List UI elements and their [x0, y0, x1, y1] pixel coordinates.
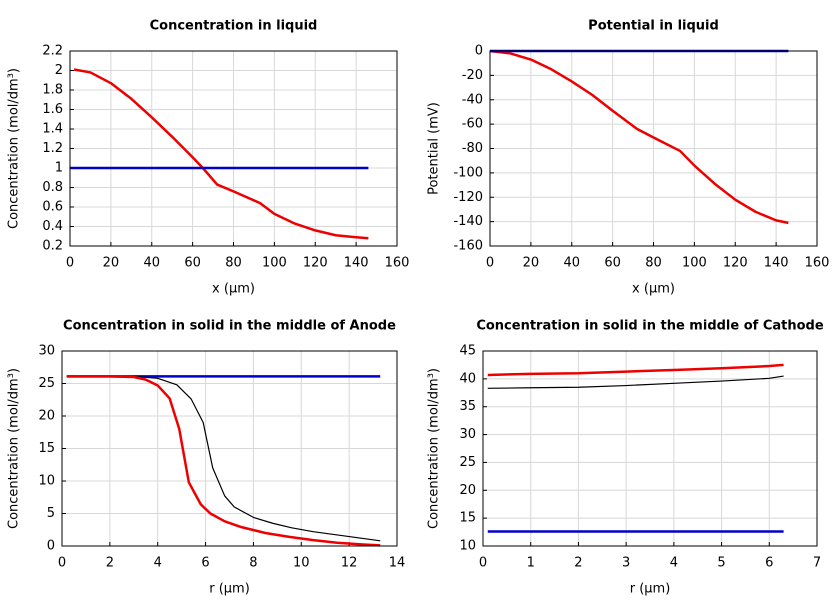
x-tick-label: 80	[645, 256, 662, 271]
x-axis-label: r (µm)	[630, 582, 671, 597]
plot-frame	[482, 350, 818, 547]
chart-title: Concentration in liquid	[150, 19, 318, 34]
y-tick-label: 10	[38, 474, 55, 489]
x-axis-label: x (µm)	[212, 282, 255, 297]
y-tick-label: -20	[462, 68, 483, 83]
y-tick-label: 0	[47, 539, 55, 554]
x-tick-label: 100	[682, 256, 707, 271]
y-tick-label: 30	[459, 427, 476, 442]
y-tick-label: 1.6	[42, 102, 63, 117]
x-tick-label: 4	[154, 556, 162, 571]
y-tick-label: -60	[462, 117, 483, 132]
x-tick-label: 20	[523, 256, 540, 271]
y-tick-label: 1.2	[42, 141, 63, 156]
y-tick-label: 45	[459, 344, 476, 359]
data-line	[487, 375, 784, 389]
y-tick-label: 20	[38, 409, 55, 424]
y-tick-label: 2	[55, 63, 63, 78]
x-tick-label: 40	[563, 256, 580, 271]
y-tick-label: 30	[38, 344, 55, 359]
x-tick-label: 4	[670, 556, 678, 571]
x-tick-label: 100	[262, 256, 287, 271]
x-tick-label: 0	[486, 256, 494, 271]
y-tick-label: 25	[459, 455, 476, 470]
y-tick-label: 0.6	[42, 200, 63, 215]
x-tick-label: 20	[103, 256, 120, 271]
y-tick-label: -120	[453, 190, 483, 205]
y-tick-label: 25	[38, 376, 55, 391]
x-tick-label: 0	[479, 556, 487, 571]
x-tick-label: 0	[66, 256, 74, 271]
data-line	[66, 375, 381, 542]
y-axis-label: Potential (mV)	[427, 102, 442, 195]
x-tick-label: 3	[622, 556, 630, 571]
x-tick-label: 0	[58, 556, 66, 571]
y-axis-label: Concentration (mol/dm³)	[7, 68, 22, 229]
y-tick-label: 0.8	[42, 180, 63, 195]
x-tick-label: 2	[106, 556, 114, 571]
y-tick-label: 2.2	[42, 44, 63, 59]
x-tick-label: 160	[385, 256, 410, 271]
data-line	[489, 49, 789, 225]
plot-frame	[69, 50, 398, 247]
y-tick-label: 5	[47, 506, 55, 521]
y-tick-label: 15	[459, 511, 476, 526]
x-tick-label: 160	[805, 256, 830, 271]
x-tick-label: 60	[184, 256, 201, 271]
data-line	[487, 363, 784, 377]
y-axis-label: Concentration (mol/dm³)	[427, 368, 442, 529]
x-tick-label: 40	[143, 256, 160, 271]
y-tick-label: 0	[475, 44, 483, 59]
x-tick-label: 2	[574, 556, 582, 571]
chart-title: Concentration in solid in the middle of …	[476, 319, 824, 334]
x-tick-label: 120	[303, 256, 328, 271]
plot-frame	[61, 350, 398, 547]
y-tick-label: -100	[453, 165, 483, 180]
chart-title: Potential in liquid	[588, 19, 719, 34]
x-tick-label: 8	[249, 556, 257, 571]
y-tick-label: 10	[459, 539, 476, 554]
data-line	[73, 68, 369, 240]
x-tick-label: 7	[813, 556, 821, 571]
x-tick-label: 140	[344, 256, 369, 271]
x-tick-label: 80	[225, 256, 242, 271]
chart-title: Concentration in solid in the middle of …	[63, 319, 396, 334]
x-axis-label: x (µm)	[632, 282, 675, 297]
y-tick-label: -160	[453, 239, 483, 254]
y-axis-label: Concentration (mol/dm³)	[7, 368, 22, 529]
y-tick-label: 1.8	[42, 83, 63, 98]
x-tick-label: 1	[527, 556, 535, 571]
data-line	[66, 375, 381, 547]
plot-frame	[489, 50, 818, 247]
x-tick-label: 5	[717, 556, 725, 571]
x-tick-label: 6	[765, 556, 773, 571]
y-tick-label: 40	[459, 371, 476, 386]
x-tick-label: 12	[341, 556, 358, 571]
x-tick-label: 10	[293, 556, 310, 571]
y-tick-label: 1.4	[42, 122, 63, 137]
y-tick-label: 1	[55, 161, 63, 176]
x-tick-label: 6	[201, 556, 209, 571]
x-axis-label: r (µm)	[209, 582, 250, 597]
y-tick-label: 35	[459, 399, 476, 414]
x-tick-label: 60	[604, 256, 621, 271]
y-tick-label: 20	[459, 483, 476, 498]
y-tick-label: -80	[462, 141, 483, 156]
y-tick-label: 0.4	[42, 219, 63, 234]
x-tick-label: 14	[389, 556, 406, 571]
y-tick-label: -40	[462, 92, 483, 107]
x-tick-label: 140	[764, 256, 789, 271]
y-tick-label: 15	[38, 441, 55, 456]
y-tick-label: 0.2	[42, 239, 63, 254]
x-tick-label: 120	[723, 256, 748, 271]
y-tick-label: -140	[453, 214, 483, 229]
